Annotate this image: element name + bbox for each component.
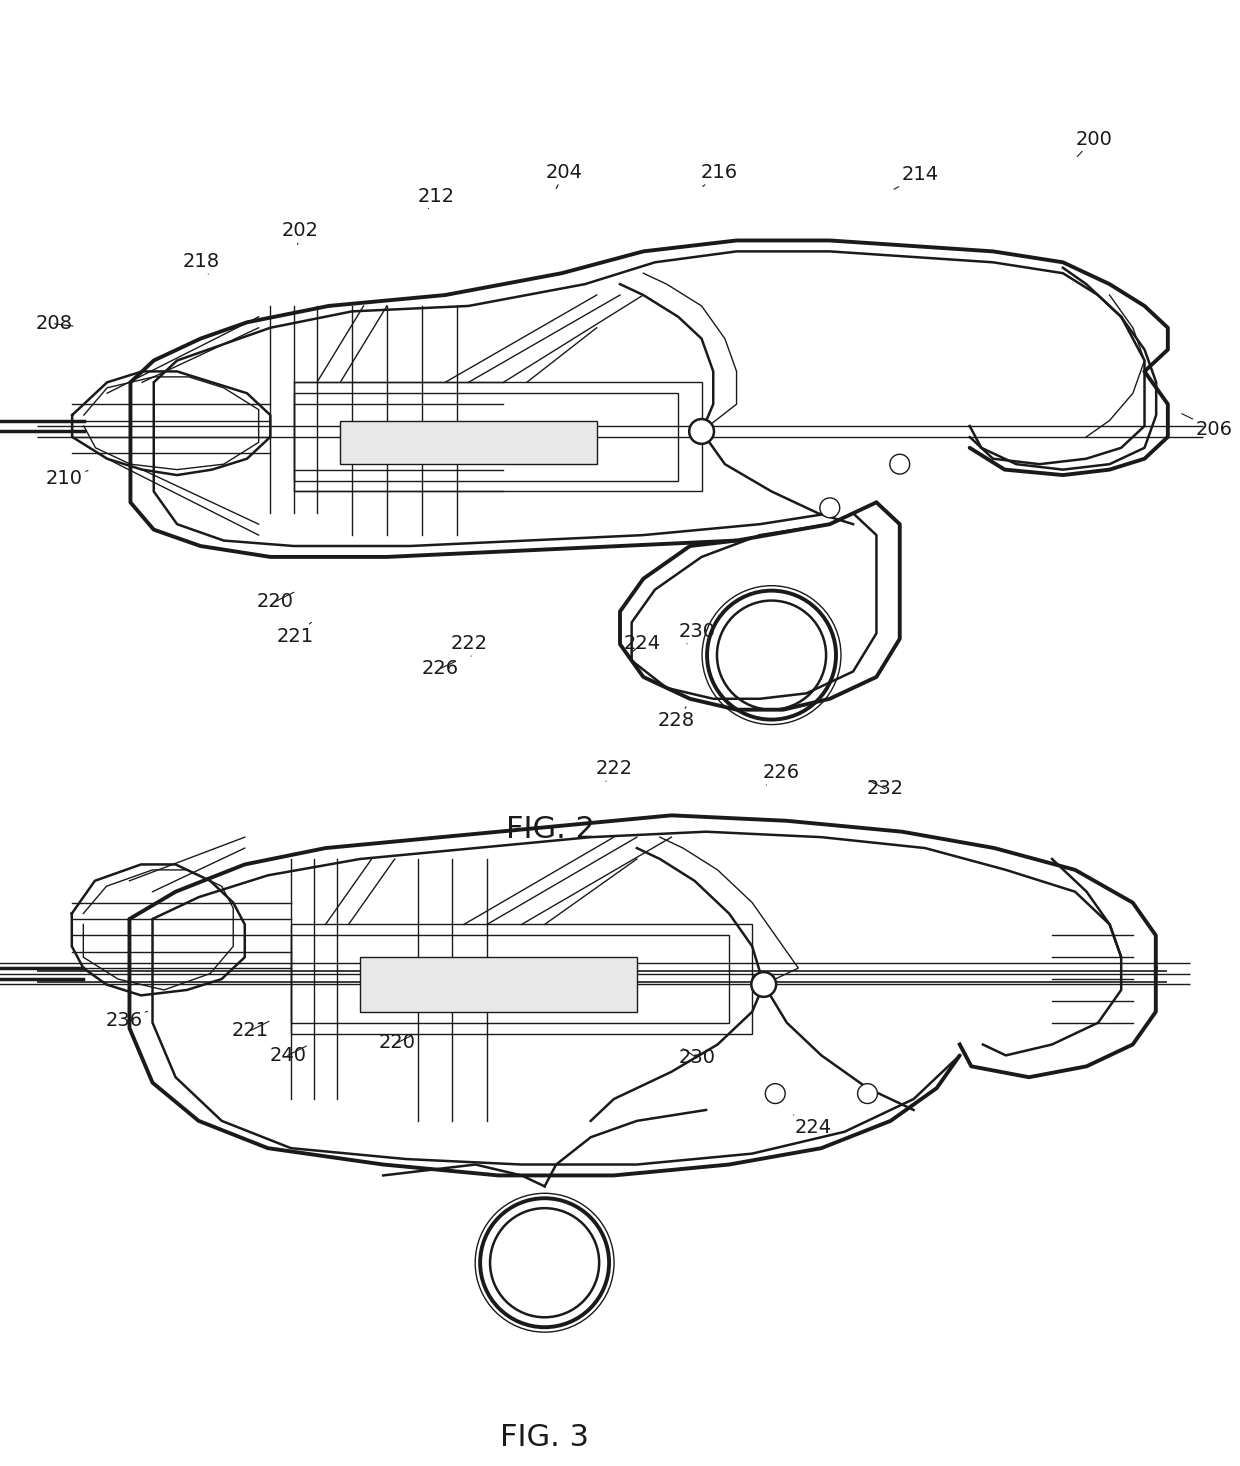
Text: FIG. 3: FIG. 3: [500, 1423, 589, 1451]
Text: 230: 230: [678, 1048, 715, 1067]
Circle shape: [689, 419, 714, 444]
Text: 221: 221: [277, 622, 314, 647]
Text: 212: 212: [418, 186, 455, 208]
Circle shape: [858, 1083, 878, 1104]
Text: 226: 226: [422, 660, 459, 677]
Text: 220: 220: [257, 592, 294, 611]
Bar: [294, 383, 702, 491]
Bar: [360, 957, 637, 1012]
Text: 210: 210: [46, 469, 88, 488]
Text: 240: 240: [269, 1045, 306, 1064]
Text: 226: 226: [763, 764, 800, 786]
Circle shape: [820, 498, 839, 517]
Text: 220: 220: [378, 1034, 415, 1053]
Text: 206: 206: [1182, 413, 1233, 438]
Text: 204: 204: [546, 163, 583, 189]
Bar: [340, 421, 596, 465]
Text: 216: 216: [701, 163, 738, 186]
Text: 222: 222: [595, 759, 632, 781]
Text: 218: 218: [182, 252, 219, 274]
Text: FIG. 2: FIG. 2: [506, 815, 594, 844]
Text: 232: 232: [867, 780, 904, 799]
Text: 236: 236: [105, 1012, 148, 1031]
Text: 222: 222: [450, 635, 487, 657]
Text: 214: 214: [894, 166, 939, 189]
Text: 224: 224: [624, 635, 661, 654]
Text: 208: 208: [36, 314, 73, 333]
Text: 202: 202: [281, 221, 319, 245]
Circle shape: [765, 1083, 785, 1104]
Bar: [291, 935, 729, 1023]
Text: 200: 200: [1075, 129, 1112, 157]
Bar: [294, 393, 678, 481]
Text: 230: 230: [678, 622, 715, 644]
Circle shape: [890, 454, 910, 474]
Text: 224: 224: [794, 1116, 832, 1136]
Circle shape: [751, 972, 776, 997]
Text: 228: 228: [657, 707, 694, 730]
Bar: [291, 925, 753, 1034]
Text: 221: 221: [232, 1022, 269, 1039]
